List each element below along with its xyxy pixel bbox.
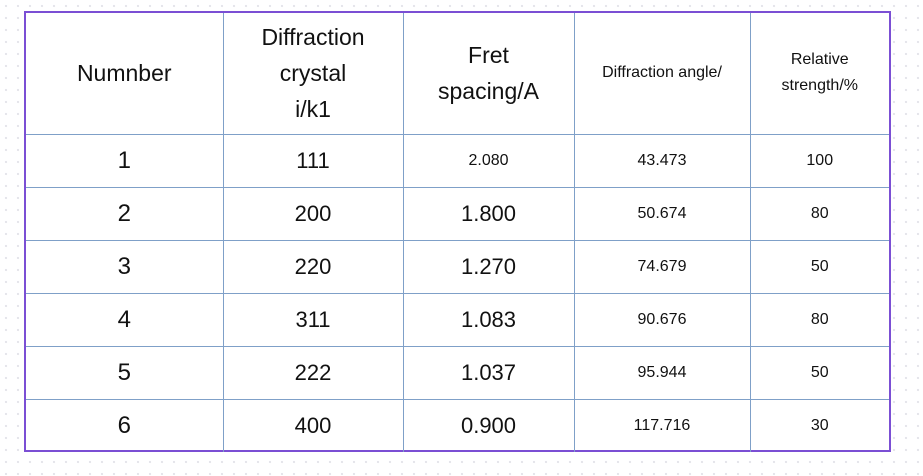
table-row: 3 220 1.270 74.679 50 [26, 239, 889, 294]
cell-number: 1 [26, 133, 224, 188]
table-row: 2 200 1.800 50.674 80 [26, 186, 889, 241]
cell-relative-strength: 30 [749, 398, 889, 452]
cell-diffraction-crystal: 400 [222, 398, 404, 452]
cell-number: 6 [26, 398, 224, 452]
cell-fret-spacing: 0.900 [402, 398, 575, 452]
cell-number: 2 [26, 186, 224, 241]
cell-diffraction-angle: 43.473 [573, 133, 751, 188]
cell-diffraction-angle: 74.679 [573, 239, 751, 294]
cell-fret-spacing: 2.080 [402, 133, 575, 188]
cell-fret-spacing: 1.083 [402, 292, 575, 347]
cell-diffraction-angle: 50.674 [573, 186, 751, 241]
cell-relative-strength: 50 [749, 239, 889, 294]
table-row: 1 111 2.080 43.473 100 [26, 133, 889, 188]
header-fret-spacing: Fret spacing/A [402, 13, 575, 135]
cell-relative-strength: 80 [749, 292, 889, 347]
cell-diffraction-crystal: 222 [222, 345, 404, 400]
table-header-row: Numnber Diffraction crystal i/k1 Fret spaci… [26, 13, 889, 135]
cell-fret-spacing: 1.270 [402, 239, 575, 294]
cell-number: 5 [26, 345, 224, 400]
cell-number: 4 [26, 292, 224, 347]
diffraction-data-table: Numnber Diffraction crystal i/k1 Fret spaci… [26, 13, 889, 452]
cell-diffraction-angle: 95.944 [573, 345, 751, 400]
cell-diffraction-crystal: 200 [222, 186, 404, 241]
cell-diffraction-angle: 117.716 [573, 398, 751, 452]
table-row: 5 222 1.037 95.944 50 [26, 345, 889, 400]
header-number: Numnber [26, 13, 224, 135]
cell-diffraction-crystal: 311 [222, 292, 404, 347]
cell-diffraction-crystal: 220 [222, 239, 404, 294]
cell-relative-strength: 100 [749, 133, 889, 188]
cell-fret-spacing: 1.037 [402, 345, 575, 400]
cell-relative-strength: 80 [749, 186, 889, 241]
header-diffraction-angle: Diffraction angle/ [573, 13, 751, 135]
table-row: 4 311 1.083 90.676 80 [26, 292, 889, 347]
cell-fret-spacing: 1.800 [402, 186, 575, 241]
cell-number: 3 [26, 239, 224, 294]
header-diffraction-crystal: Diffraction crystal i/k1 [222, 13, 404, 135]
header-relative-strength: Relative strength/% [749, 13, 889, 135]
data-table-frame: Numnber Diffraction crystal i/k1 Fret spaci… [24, 11, 891, 452]
cell-diffraction-angle: 90.676 [573, 292, 751, 347]
cell-relative-strength: 50 [749, 345, 889, 400]
table-row: 6 400 0.900 117.716 30 [26, 398, 889, 452]
cell-diffraction-crystal: 111 [222, 133, 404, 188]
